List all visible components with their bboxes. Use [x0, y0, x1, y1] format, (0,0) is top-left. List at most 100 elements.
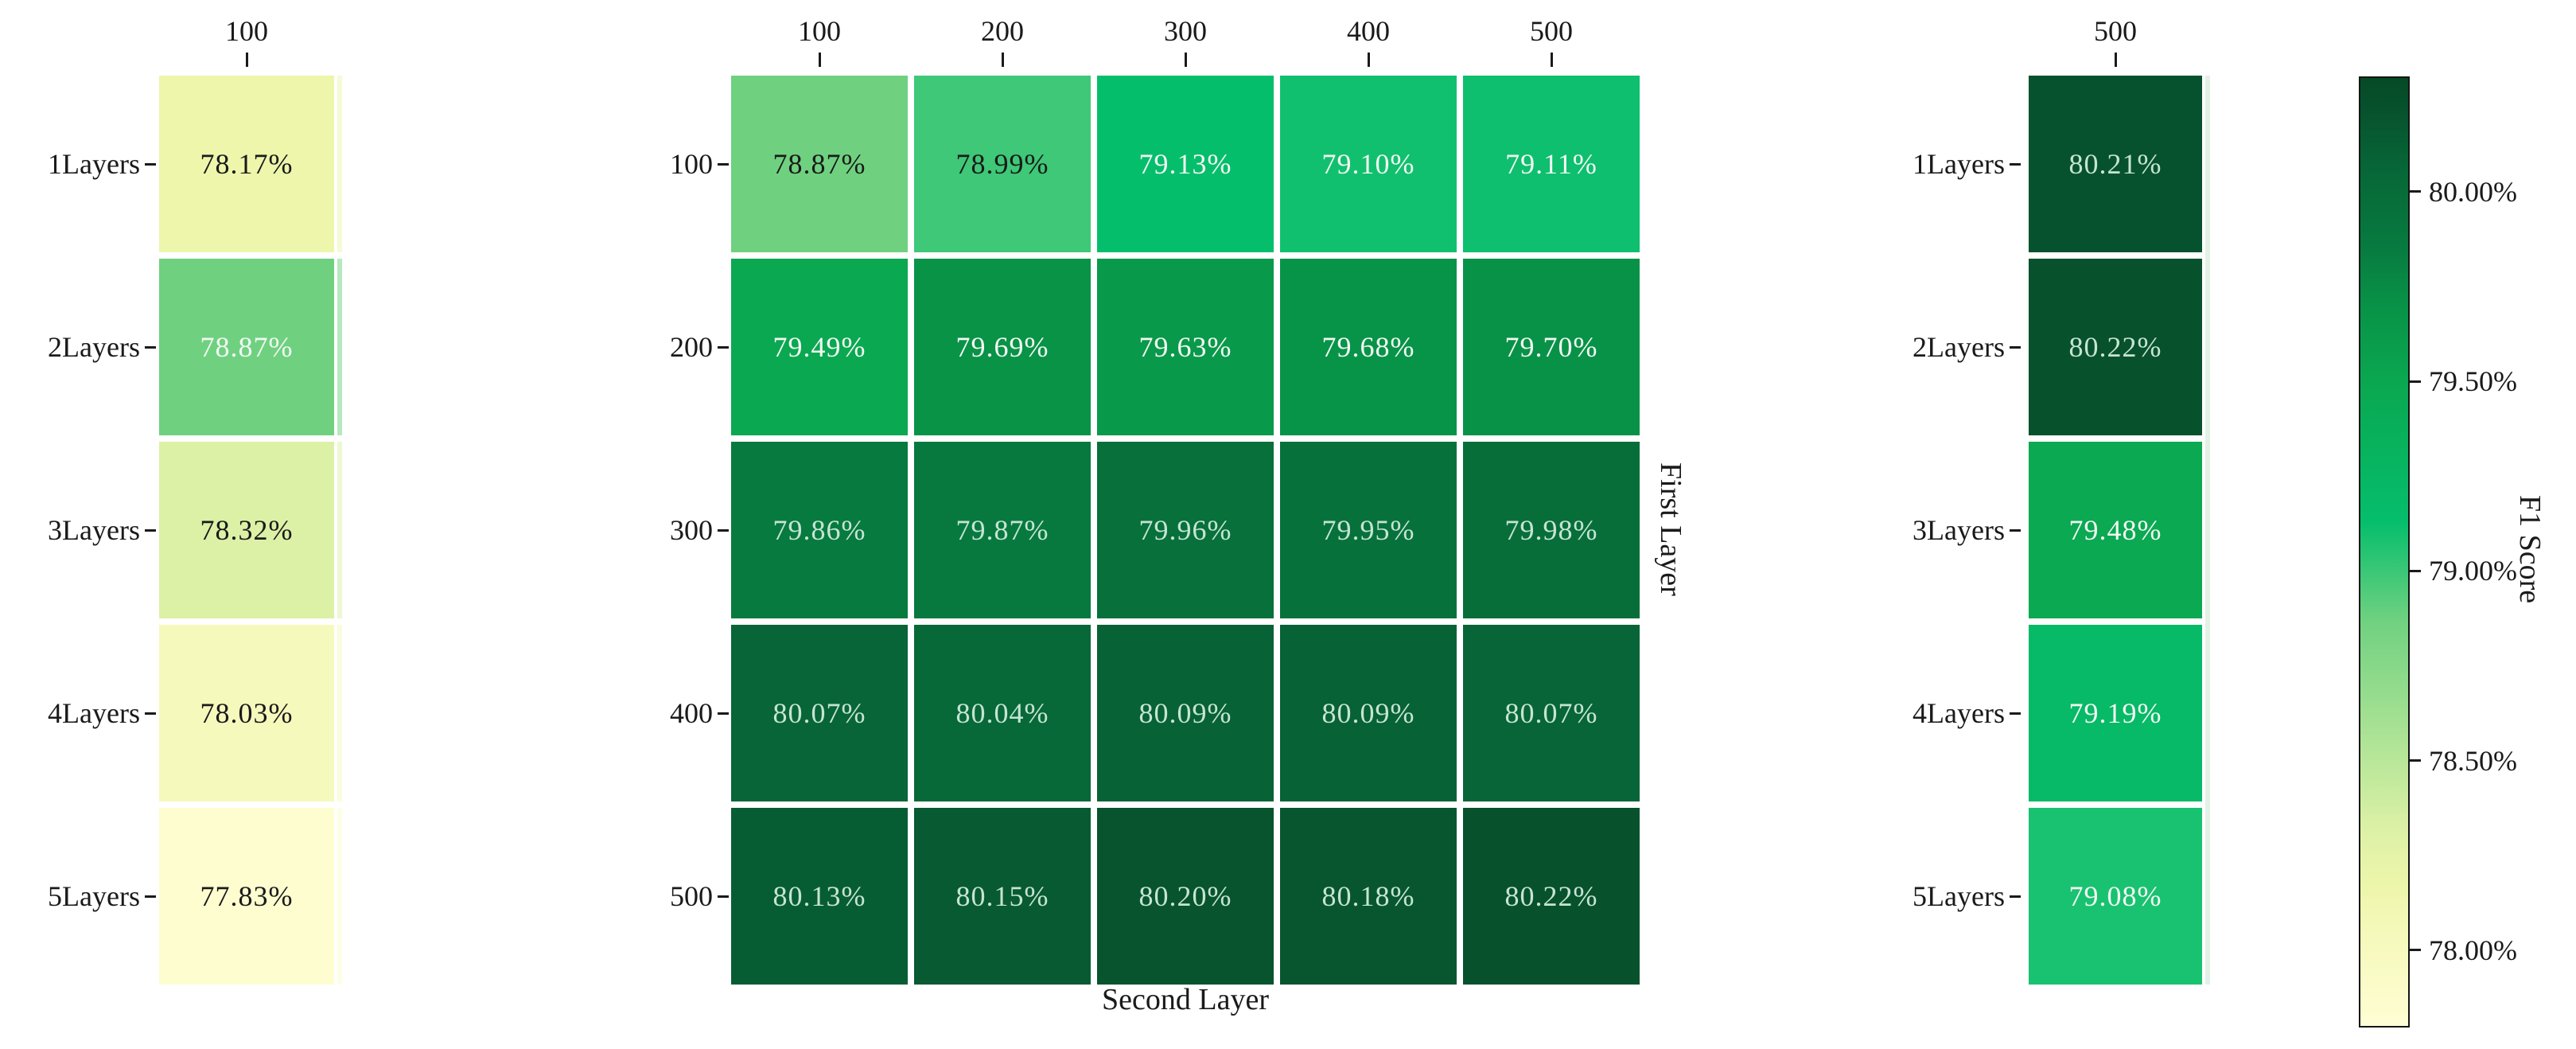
left-row-label: 1Layers: [48, 148, 140, 180]
heatmap-cell-center-r5c4: 80.18%: [1280, 808, 1457, 985]
axis-tick: [145, 895, 156, 898]
axis-tick: [2010, 528, 2021, 532]
colorbar-tick-label: 79.00%: [2429, 555, 2517, 587]
right-row-label: 3Layers: [1913, 514, 2005, 546]
axis-tick: [145, 345, 156, 349]
center-row-label: 500: [670, 880, 713, 912]
axis-tick: [245, 53, 248, 67]
heatmap-cell-right-r5c1: 79.08%: [2029, 808, 2202, 985]
heatmap-cell-center-r1c2: 78.99%: [914, 76, 1091, 252]
center-col-label: 300: [1164, 15, 1207, 47]
heatmap-cell-center-r3c5: 79.98%: [1463, 442, 1640, 618]
heatmap-cell-center-r3c2: 79.87%: [914, 442, 1091, 618]
heatmap-cell-center-r3c1: 79.86%: [731, 442, 908, 618]
colorbar-tick: [2410, 949, 2421, 952]
heatmap-cell-center-r3c3: 79.96%: [1097, 442, 1274, 618]
heatmap-cell-center-r4c3: 80.09%: [1097, 625, 1274, 801]
heatmap-cell-center-r1c4: 79.10%: [1280, 76, 1457, 252]
x-axis-title-second-layer: Second Layer: [1102, 983, 1269, 1016]
heatmap-cell-center-r2c3: 79.63%: [1097, 259, 1274, 435]
left-row-label: 3Layers: [48, 514, 140, 546]
colorbar-tick-label: 79.50%: [2429, 365, 2517, 398]
heatmap-cell-center-r1c3: 79.13%: [1097, 76, 1274, 252]
axis-tick: [718, 528, 729, 532]
center-col-label: 200: [981, 15, 1024, 47]
right-row-label: 1Layers: [1913, 148, 2005, 180]
axis-tick: [718, 162, 729, 166]
colorbar-tick: [2410, 569, 2421, 572]
left-col-label: 100: [225, 15, 268, 47]
heatmap-cell-center-r2c5: 79.70%: [1463, 259, 1640, 435]
heatmap-cell-right-r3c1: 79.48%: [2029, 442, 2202, 618]
center-row-label: 100: [670, 148, 713, 180]
heatmap-cell-center-r2c2: 79.69%: [914, 259, 1091, 435]
right-row-label: 2Layers: [1913, 331, 2005, 363]
center-col-label: 100: [798, 15, 841, 47]
heatmap-cell-center-r4c4: 80.09%: [1280, 625, 1457, 801]
colorbar-tick: [2410, 190, 2421, 193]
right-row-label: 4Layers: [1913, 697, 2005, 729]
colorbar-tick: [2410, 380, 2421, 383]
left-row-label: 4Layers: [48, 697, 140, 729]
colorbar-gradient: [2359, 76, 2410, 1028]
axis-tick: [145, 712, 156, 715]
left-row-label: 5Layers: [48, 880, 140, 912]
heatmap-cell-center-r4c2: 80.04%: [914, 625, 1091, 801]
axis-tick: [718, 895, 729, 898]
axis-tick: [1001, 53, 1004, 67]
right-row-label: 5Layers: [1913, 880, 2005, 912]
heatmap-cell-center-r4c5: 80.07%: [1463, 625, 1640, 801]
heatmap-cell-center-r2c4: 79.68%: [1280, 259, 1457, 435]
heatmap-cell-center-r4c1: 80.07%: [731, 625, 908, 801]
axis-tick: [818, 53, 821, 67]
heatmap-cell-center-r1c5: 79.11%: [1463, 76, 1640, 252]
center-row-label: 400: [670, 697, 713, 729]
axis-tick: [2114, 53, 2117, 67]
heatmap-cell-center-r2c1: 79.49%: [731, 259, 908, 435]
right-heatmap-edge-strip: [2205, 76, 2210, 985]
heatmap-cell-right-r2c1: 80.22%: [2029, 259, 2202, 435]
left-heatmap-edge-strip: [337, 259, 342, 435]
left-heatmap-edge-strip: [337, 625, 342, 801]
center-row-label: 300: [670, 514, 713, 546]
left-row-label: 2Layers: [48, 331, 140, 363]
heatmap-cell-right-r4c1: 79.19%: [2029, 625, 2202, 801]
colorbar-tick-label: 78.50%: [2429, 744, 2517, 777]
center-col-label: 400: [1347, 15, 1390, 47]
right-col-label: 500: [2094, 15, 2137, 47]
heatmap-cell-right-r1c1: 80.21%: [2029, 76, 2202, 252]
left-heatmap-edge-strip: [337, 808, 342, 985]
axis-tick: [1184, 53, 1187, 67]
axis-tick: [718, 345, 729, 349]
heatmap-cell-center-r1c1: 78.87%: [731, 76, 908, 252]
heatmap-cell-center-r5c1: 80.13%: [731, 808, 908, 985]
axis-tick: [145, 528, 156, 532]
heatmap-cell-center-r5c3: 80.20%: [1097, 808, 1274, 985]
colorbar-tick: [2410, 759, 2421, 762]
axis-tick: [1550, 53, 1553, 67]
heatmap-cell-center-r5c2: 80.15%: [914, 808, 1091, 985]
axis-tick: [2010, 162, 2021, 166]
axis-tick: [1367, 53, 1370, 67]
colorbar-title-f1-score: F1 Score: [2513, 494, 2547, 604]
colorbar-tick-label: 78.00%: [2429, 934, 2517, 966]
left-heatmap-edge-strip: [337, 76, 342, 252]
heatmap-cell-center-r3c4: 79.95%: [1280, 442, 1457, 618]
axis-tick: [2010, 345, 2021, 349]
center-row-label: 200: [670, 331, 713, 363]
axis-tick: [145, 162, 156, 166]
axis-tick: [2010, 895, 2021, 898]
heatmap-cell-left-r5c1: 77.83%: [159, 808, 334, 985]
center-col-label: 500: [1530, 15, 1573, 47]
axis-tick: [718, 712, 729, 715]
heatmap-cell-left-r4c1: 78.03%: [159, 625, 334, 801]
axis-tick: [2010, 712, 2021, 715]
heatmap-cell-left-r2c1: 78.87%: [159, 259, 334, 435]
heatmap-cell-left-r3c1: 78.32%: [159, 442, 334, 618]
right-axis-title-first-layer: First Layer: [1654, 462, 1687, 596]
heatmap-cell-center-r5c5: 80.22%: [1463, 808, 1640, 985]
colorbar-tick-label: 80.00%: [2429, 175, 2517, 208]
left-heatmap-edge-strip: [337, 442, 342, 618]
heatmap-cell-left-r1c1: 78.17%: [159, 76, 334, 252]
